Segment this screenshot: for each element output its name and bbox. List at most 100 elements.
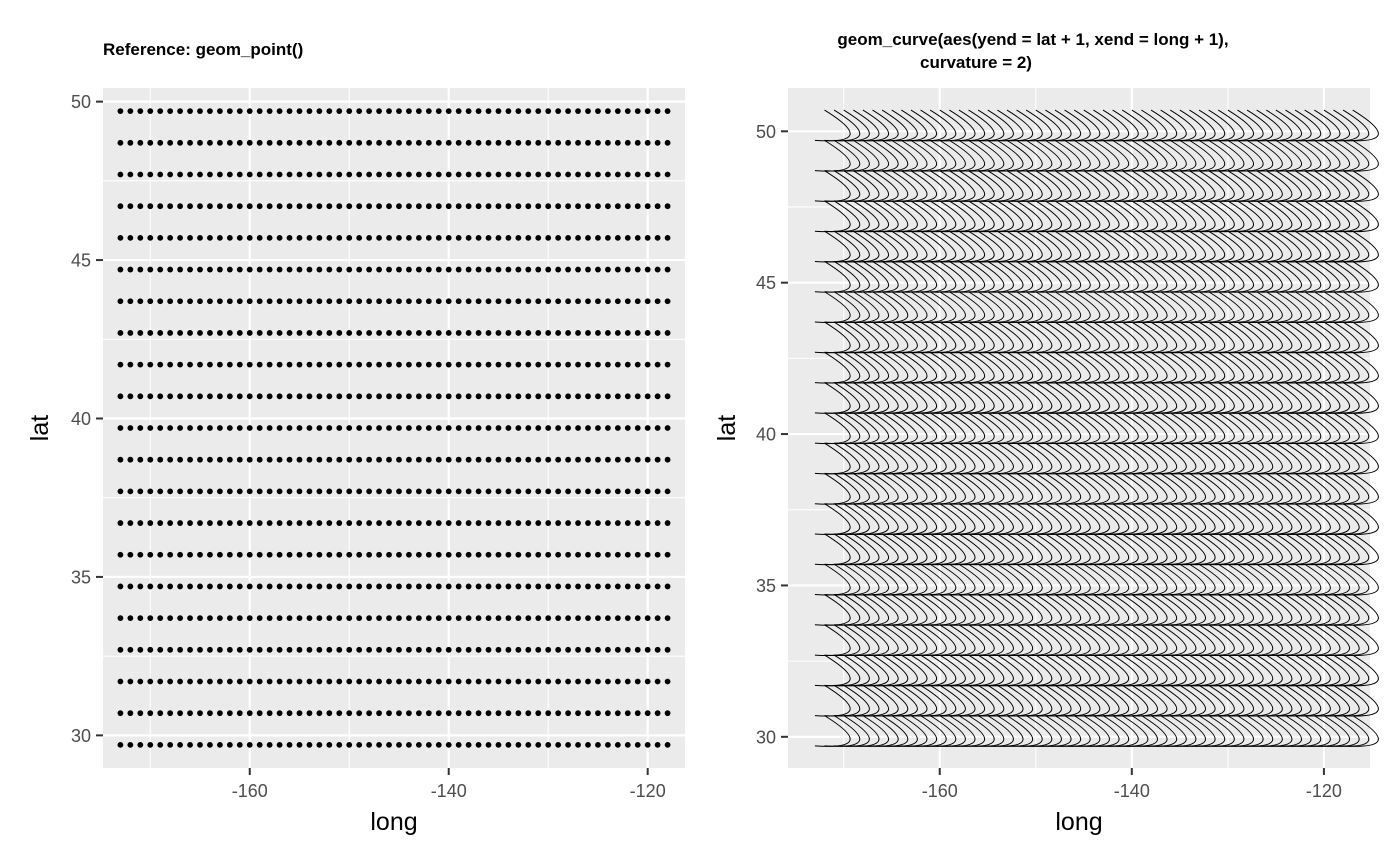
- data-point: [585, 741, 591, 748]
- data-point: [485, 678, 492, 685]
- data-point: [356, 646, 363, 653]
- data-point: [634, 678, 641, 685]
- data-point: [376, 741, 382, 748]
- data-point: [226, 171, 233, 178]
- data-point: [226, 488, 233, 495]
- data-point: [207, 456, 213, 463]
- data-point: [286, 710, 293, 717]
- data-point: [246, 393, 253, 400]
- data-point: [266, 393, 273, 400]
- data-point: [127, 330, 134, 336]
- data-point: [585, 171, 591, 178]
- data-point: [366, 741, 373, 748]
- data-point: [326, 678, 333, 685]
- data-point: [266, 108, 273, 115]
- data-point: [445, 646, 452, 653]
- data-point: [396, 139, 402, 146]
- data-point: [585, 139, 591, 146]
- data-point: [624, 203, 631, 210]
- data-point: [406, 139, 412, 146]
- data-point: [207, 234, 213, 241]
- data-point: [326, 551, 333, 558]
- data-point: [406, 108, 412, 115]
- data-point: [425, 234, 432, 241]
- curve-segment: [1343, 442, 1379, 475]
- data-point: [425, 361, 432, 368]
- data-point: [465, 203, 472, 210]
- data-point: [495, 139, 502, 146]
- data-point: [605, 139, 611, 146]
- data-point: [605, 298, 611, 305]
- data-point: [435, 266, 442, 273]
- data-point: [664, 361, 671, 368]
- data-point: [296, 361, 303, 368]
- data-point: [137, 139, 144, 146]
- data-point: [157, 425, 164, 431]
- data-point: [515, 139, 522, 146]
- data-point: [595, 139, 601, 146]
- data-point: [157, 266, 164, 273]
- data-point: [217, 234, 223, 241]
- data-point: [326, 646, 333, 653]
- data-point: [346, 741, 353, 748]
- data-point: [306, 393, 313, 400]
- data-point: [217, 615, 223, 622]
- data-point: [435, 139, 442, 146]
- data-point: [545, 741, 552, 748]
- data-point: [614, 108, 621, 115]
- data-point: [495, 551, 502, 558]
- data-point: [624, 615, 631, 622]
- data-point: [634, 520, 641, 526]
- data-point: [654, 646, 661, 653]
- data-point: [246, 678, 253, 685]
- data-point: [187, 678, 193, 685]
- data-point: [575, 488, 581, 495]
- data-point: [197, 551, 203, 558]
- data-point: [396, 741, 402, 748]
- y-tick-label: 45: [756, 273, 776, 293]
- data-point: [256, 171, 263, 178]
- data-point: [614, 425, 621, 431]
- data-point: [465, 583, 472, 590]
- data-point: [425, 615, 432, 622]
- data-point: [346, 330, 353, 336]
- data-point: [226, 330, 233, 336]
- data-point: [595, 583, 601, 590]
- data-point: [137, 678, 144, 685]
- data-point: [435, 171, 442, 178]
- data-point: [256, 266, 263, 273]
- curve-segment: [1343, 321, 1379, 354]
- data-point: [147, 646, 154, 653]
- data-point: [207, 266, 213, 273]
- data-point: [346, 456, 353, 463]
- data-point: [276, 741, 283, 748]
- data-point: [605, 393, 611, 400]
- data-point: [654, 298, 661, 305]
- data-point: [455, 456, 462, 463]
- data-point: [515, 171, 522, 178]
- data-point: [664, 171, 671, 178]
- data-point: [236, 551, 243, 558]
- data-point: [495, 488, 502, 495]
- data-point: [207, 361, 213, 368]
- data-point: [634, 583, 641, 590]
- data-point: [127, 741, 134, 748]
- data-point: [624, 108, 631, 115]
- curves-layer: [814, 109, 1379, 747]
- data-point: [614, 456, 621, 463]
- data-point: [664, 108, 671, 115]
- data-point: [246, 710, 253, 717]
- data-point: [654, 171, 661, 178]
- data-point: [545, 361, 552, 368]
- data-point: [465, 488, 472, 495]
- data-point: [455, 583, 462, 590]
- data-point: [505, 583, 512, 590]
- data-point: [137, 393, 144, 400]
- data-point: [565, 583, 571, 590]
- data-point: [286, 171, 293, 178]
- data-point: [246, 330, 253, 336]
- data-point: [316, 393, 323, 400]
- data-point: [465, 171, 472, 178]
- data-point: [356, 393, 363, 400]
